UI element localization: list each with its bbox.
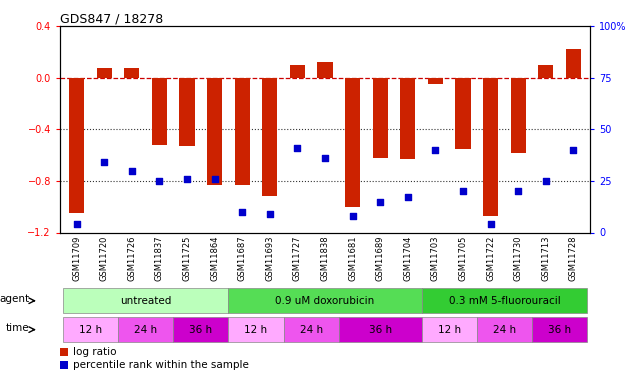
Text: 36 h: 36 h	[369, 325, 392, 334]
Text: 0.3 mM 5-fluorouracil: 0.3 mM 5-fluorouracil	[449, 296, 560, 306]
Bar	[235, 78, 250, 185]
Bar	[422, 288, 587, 313]
Bar	[532, 317, 587, 342]
Bar	[422, 317, 477, 342]
Bar	[510, 78, 526, 153]
Bar	[400, 78, 415, 159]
Bar	[118, 317, 173, 342]
Text: 24 h: 24 h	[134, 325, 157, 334]
Bar	[69, 78, 84, 213]
Text: 12 h: 12 h	[79, 325, 102, 334]
Text: log ratio: log ratio	[73, 347, 116, 357]
Text: agent: agent	[0, 294, 29, 304]
Bar	[173, 317, 228, 342]
Point	[99, 159, 109, 165]
Text: time: time	[6, 323, 29, 333]
Point	[458, 188, 468, 194]
Bar	[62, 317, 118, 342]
Bar	[60, 348, 68, 356]
Bar	[228, 288, 422, 313]
Point	[154, 178, 164, 184]
Bar	[372, 78, 388, 158]
Text: 0.9 uM doxorubicin: 0.9 uM doxorubicin	[275, 296, 375, 306]
Bar	[566, 50, 581, 78]
Point	[430, 147, 440, 153]
Bar	[456, 78, 471, 149]
Text: 36 h: 36 h	[189, 325, 212, 334]
Point	[127, 168, 137, 174]
Bar	[179, 78, 194, 146]
Point	[513, 188, 523, 194]
Bar	[339, 317, 422, 342]
Bar	[124, 68, 139, 78]
Point	[403, 194, 413, 200]
Point	[264, 211, 274, 217]
Bar	[97, 68, 112, 78]
Bar	[228, 317, 283, 342]
Point	[237, 209, 247, 215]
Bar	[345, 78, 360, 207]
Bar	[538, 65, 553, 78]
Bar	[262, 78, 278, 197]
Point	[182, 176, 192, 182]
Point	[541, 178, 551, 184]
Point	[375, 199, 385, 205]
Bar	[317, 62, 333, 78]
Point	[348, 213, 358, 219]
Bar	[477, 317, 532, 342]
Text: untreated: untreated	[120, 296, 171, 306]
Text: 12 h: 12 h	[244, 325, 268, 334]
Bar	[428, 78, 443, 84]
Point	[209, 176, 220, 182]
Point	[292, 145, 302, 151]
Bar	[151, 78, 167, 145]
Point	[569, 147, 579, 153]
Text: percentile rank within the sample: percentile rank within the sample	[73, 360, 249, 370]
Text: 24 h: 24 h	[493, 325, 516, 334]
Bar	[290, 65, 305, 78]
Point	[320, 155, 330, 161]
Point	[486, 221, 496, 227]
Text: 24 h: 24 h	[300, 325, 322, 334]
Bar	[283, 317, 339, 342]
Bar	[483, 78, 498, 216]
Text: GDS847 / 18278: GDS847 / 18278	[60, 12, 163, 25]
Bar	[62, 288, 228, 313]
Point	[71, 221, 81, 227]
Text: 12 h: 12 h	[438, 325, 461, 334]
Bar	[207, 78, 222, 185]
Bar	[60, 361, 68, 369]
Text: 36 h: 36 h	[548, 325, 571, 334]
